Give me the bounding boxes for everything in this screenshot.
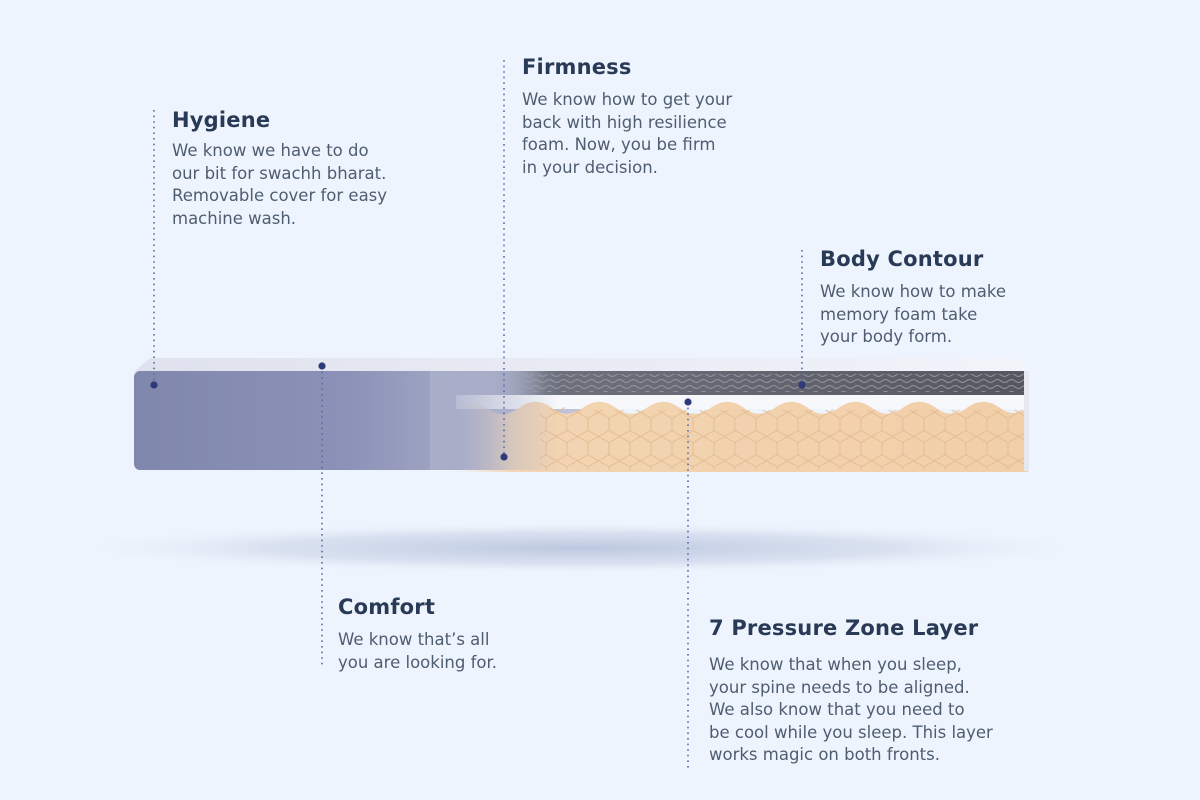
anchor-dot-pressure-zone [684, 398, 692, 406]
callout-title-firmness: Firmness [522, 55, 632, 79]
leader-lines [153, 60, 803, 768]
mattress-shadow [60, 522, 1100, 574]
mattress-end-cap [1024, 371, 1029, 471]
callout-text-body-contour: We know how to make memory foam take you… [820, 282, 1006, 346]
callout-hygiene: Hygiene We know we have to do our bit fo… [172, 108, 432, 230]
anchor-dots [150, 362, 806, 461]
callout-text-hygiene: We know we have to do our bit for swachh… [172, 141, 388, 228]
callout-body-contour: Body Contour We know how to make memory … [820, 247, 1080, 349]
callout-pressure-zone: 7 Pressure Zone Layer We know that when … [709, 616, 1029, 767]
memory-foam-texture [520, 374, 1026, 392]
mattress-top-edge [134, 358, 1028, 372]
anchor-dot-body-contour [798, 381, 806, 389]
cover-fade [430, 371, 560, 470]
callout-comfort: Comfort We know that’s all you are looki… [338, 595, 598, 674]
anchor-dot-comfort [318, 362, 326, 370]
anchor-dot-firmness [500, 453, 508, 461]
callout-title-pressure-zone: 7 Pressure Zone Layer [709, 616, 979, 640]
callout-text-pressure-zone: We know that when you sleep, your spine … [709, 655, 993, 764]
callout-title-comfort: Comfort [338, 595, 436, 619]
anchor-dot-hygiene [150, 381, 158, 389]
pressure-layer-hex-texture [540, 406, 1026, 470]
callout-text-firmness: We know how to get your back with high r… [522, 90, 733, 177]
callout-title-body-contour: Body Contour [820, 247, 984, 271]
callout-text-comfort: We know that’s all you are looking for. [338, 630, 497, 672]
callout-firmness: Firmness We know how to get your back wi… [522, 55, 782, 179]
callout-title-hygiene: Hygiene [172, 108, 271, 132]
